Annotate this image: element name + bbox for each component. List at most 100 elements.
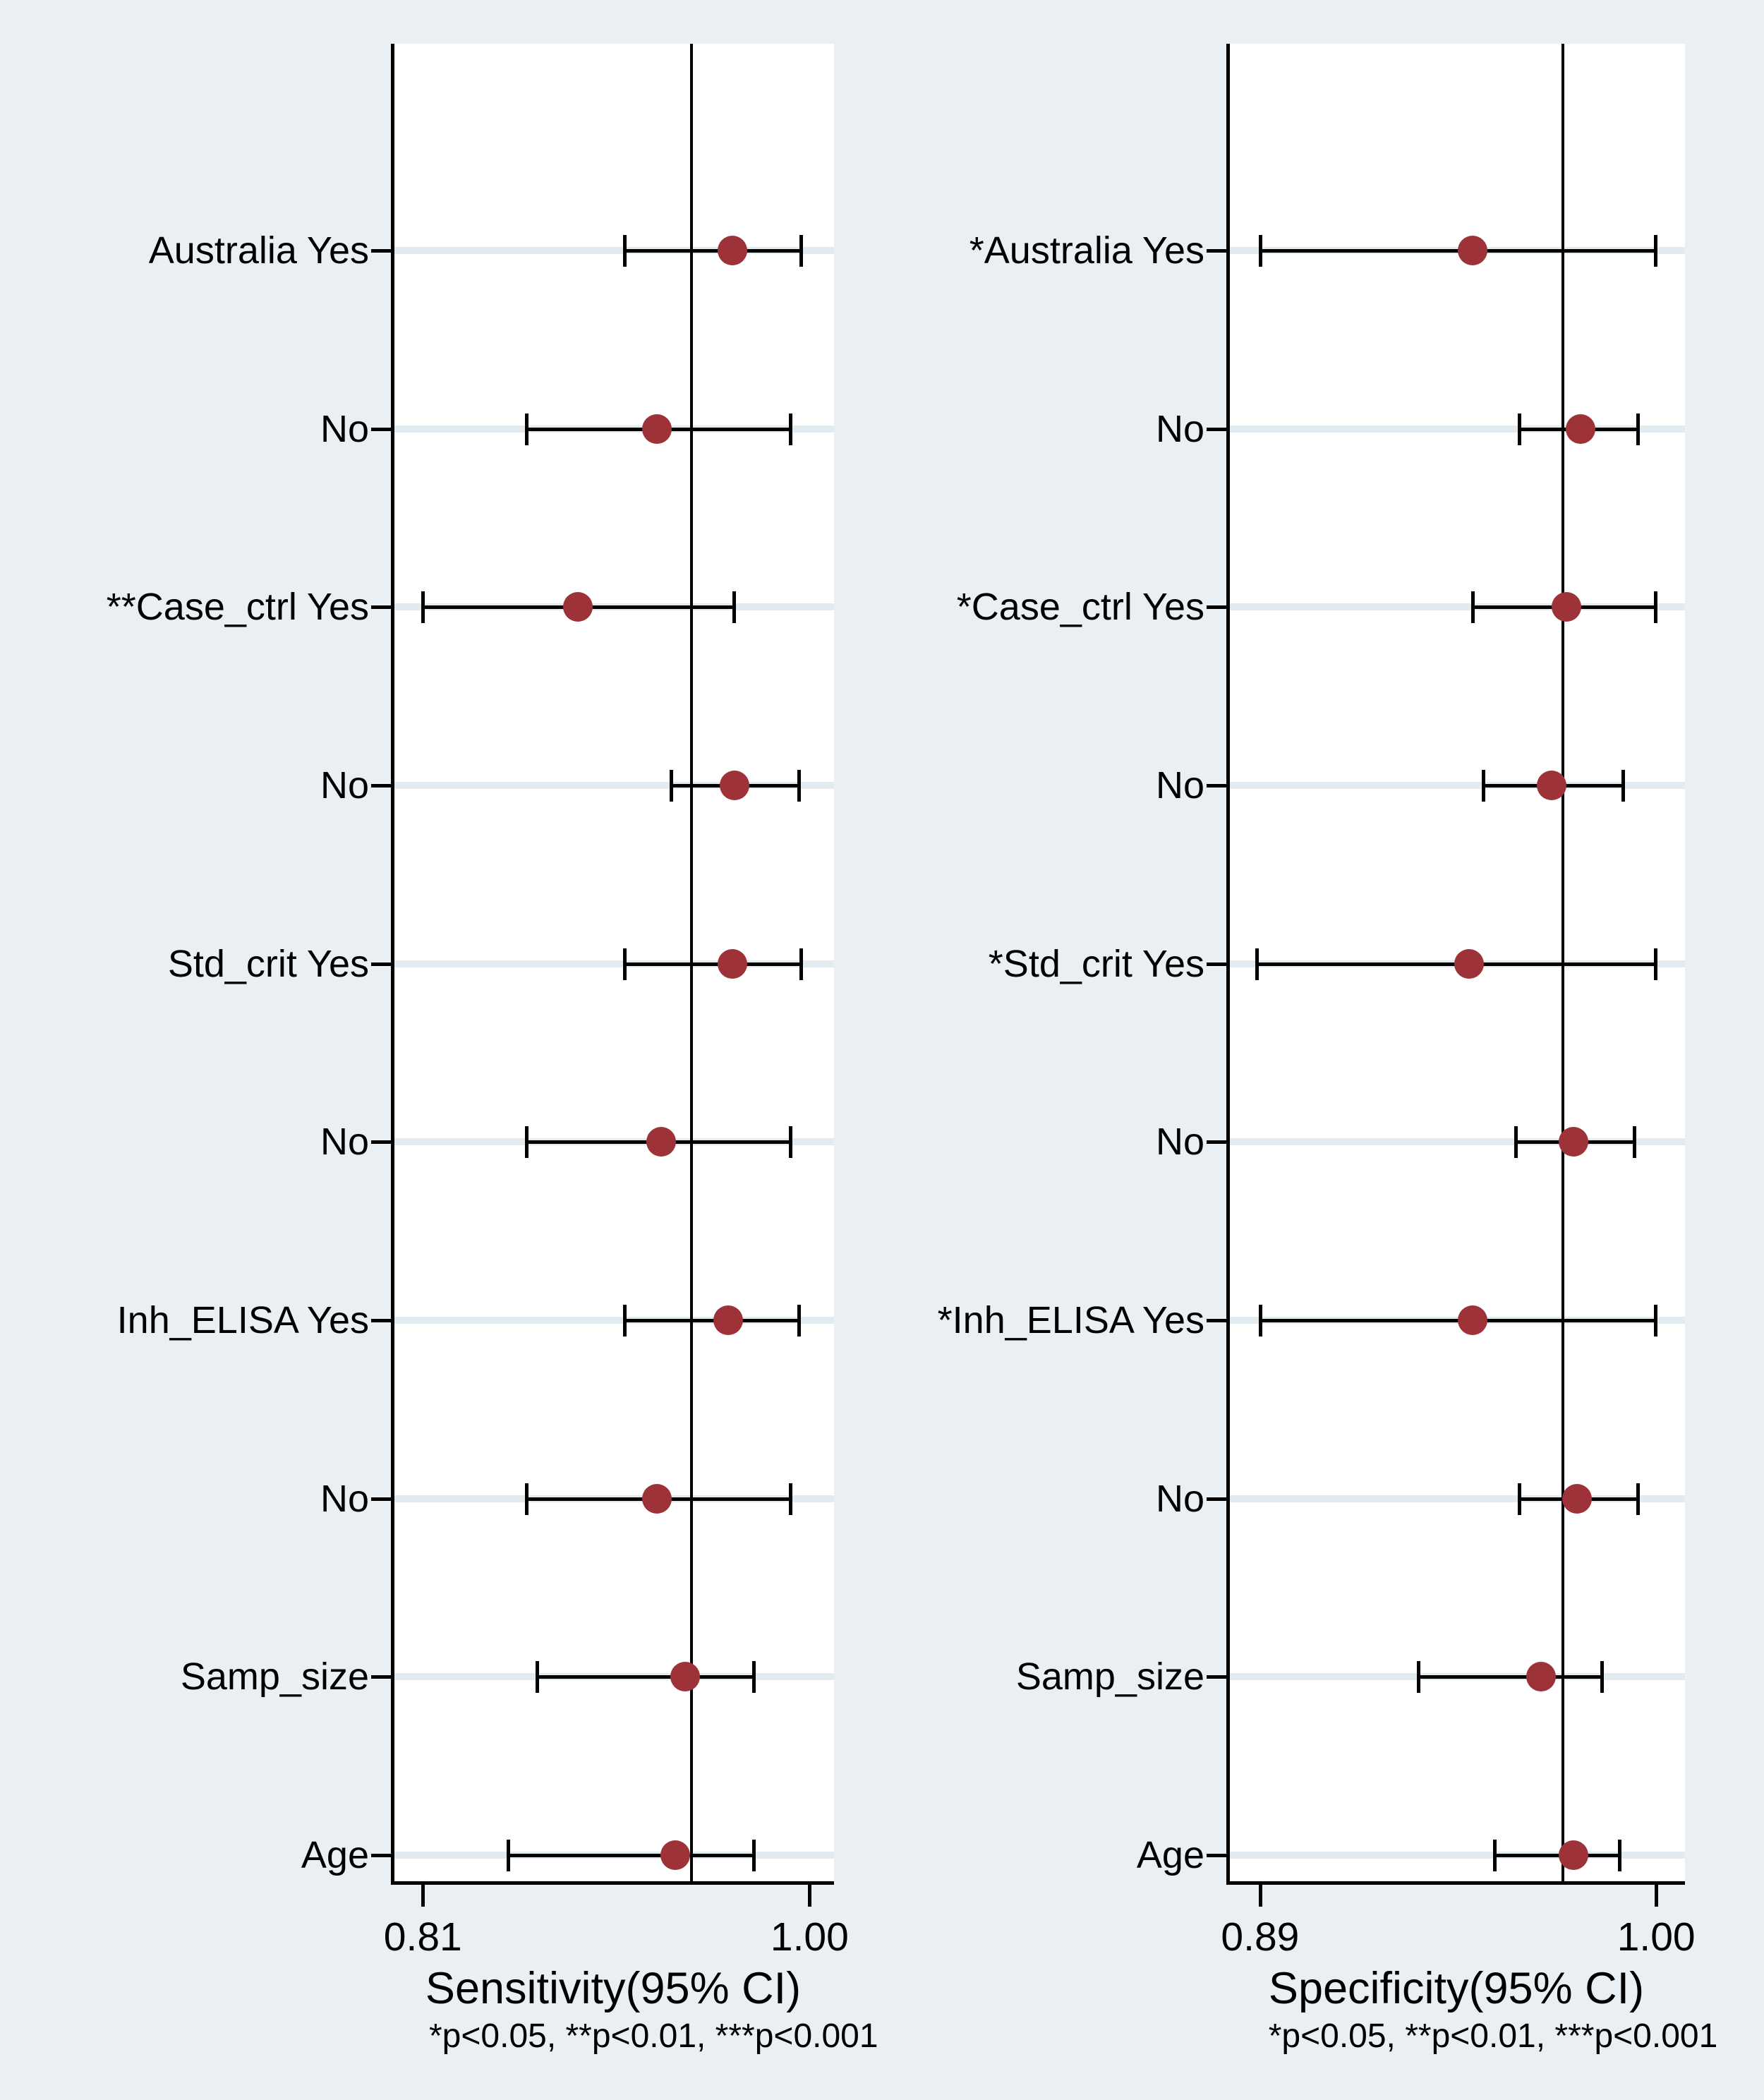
- x-axis-tick: [808, 1884, 812, 1907]
- ci-whisker: [624, 249, 802, 253]
- estimate-marker: [642, 414, 672, 444]
- estimate-marker: [1457, 236, 1487, 265]
- ci-cap-high: [1600, 1661, 1604, 1694]
- estimate-marker: [1454, 948, 1484, 979]
- x-tick-label: 1.00: [1617, 1914, 1696, 1960]
- y-axis-tick: [371, 962, 392, 966]
- estimate-marker: [717, 948, 747, 979]
- y-axis-tick: [371, 1675, 392, 1679]
- row-label: No: [320, 764, 369, 807]
- x-tick-label: 1.00: [770, 1914, 849, 1960]
- y-axis-tick: [1207, 784, 1228, 788]
- ci-cap-low: [507, 1840, 511, 1872]
- ci-cap-low: [1258, 235, 1262, 267]
- y-axis-tick: [371, 605, 392, 610]
- y-axis-tick: [371, 1854, 392, 1858]
- ci-cap-high: [789, 1483, 793, 1515]
- ci-cap-low: [622, 235, 627, 267]
- row-gridline: [1228, 782, 1685, 789]
- ci-cap-high: [1654, 591, 1658, 624]
- row-label: Samp_size: [1015, 1655, 1204, 1698]
- y-axis-tick: [1207, 249, 1228, 253]
- row-label: No: [1155, 1121, 1204, 1164]
- y-axis-tick: [1207, 427, 1228, 431]
- x-axis-line: [1226, 1881, 1685, 1885]
- ci-cap-low: [1514, 1126, 1518, 1159]
- ci-cap-low: [1255, 948, 1259, 980]
- estimate-marker: [642, 1483, 672, 1514]
- row-label: **Case_ctrl Yes: [106, 586, 369, 629]
- row-label: *Inh_ELISA Yes: [937, 1299, 1204, 1342]
- estimate-marker: [713, 1305, 743, 1336]
- estimate-marker: [1457, 1305, 1487, 1336]
- row-label: No: [320, 1477, 369, 1520]
- y-axis-tick: [1207, 1497, 1228, 1501]
- ci-cap-low: [1470, 591, 1475, 624]
- x-axis-line: [391, 1881, 834, 1885]
- specificity-axis-title: Specificity(95% CI): [1268, 1964, 1645, 2013]
- sensitivity-footnote: *p<0.05, **p<0.01, ***p<0.001: [429, 2017, 878, 2055]
- row-gridline: [392, 1317, 834, 1324]
- ci-cap-high: [789, 413, 793, 445]
- row-label: Std_crit Yes: [167, 942, 369, 985]
- row-gridline: [1228, 425, 1685, 433]
- ci-cap-high: [752, 1840, 756, 1872]
- row-label: Age: [301, 1834, 369, 1877]
- ci-whisker: [536, 1675, 755, 1679]
- y-axis-tick: [371, 427, 392, 431]
- x-axis-tick: [1655, 1884, 1659, 1907]
- row-gridline: [392, 960, 834, 967]
- ci-cap-high: [1636, 413, 1640, 445]
- x-axis-tick: [421, 1884, 425, 1907]
- ci-cap-low: [1492, 1840, 1497, 1872]
- y-axis-tick: [1207, 1319, 1228, 1323]
- estimate-marker: [1526, 1662, 1556, 1692]
- estimate-marker: [1558, 1840, 1588, 1871]
- row-label: Inh_ELISA Yes: [116, 1299, 369, 1342]
- row-label: *Std_crit Yes: [988, 942, 1204, 985]
- ci-cap-high: [789, 1126, 793, 1159]
- row-gridline: [392, 247, 834, 254]
- ci-whisker: [1418, 1675, 1602, 1679]
- estimate-marker: [719, 771, 749, 800]
- estimate-marker: [660, 1840, 690, 1871]
- y-axis-tick: [1207, 1854, 1228, 1858]
- ci-cap-low: [535, 1661, 539, 1694]
- ci-cap-low: [670, 770, 674, 802]
- estimate-marker: [1558, 1127, 1588, 1157]
- ci-cap-high: [1654, 948, 1658, 980]
- ci-cap-high: [797, 1305, 801, 1337]
- row-gridline: [1228, 1852, 1685, 1859]
- ci-cap-low: [525, 1483, 529, 1515]
- estimate-marker: [717, 236, 747, 265]
- ci-cap-high: [1654, 235, 1658, 267]
- x-axis-tick: [1258, 1884, 1262, 1907]
- y-axis-tick: [1207, 1140, 1228, 1145]
- ci-whisker: [624, 962, 802, 966]
- ci-cap-high: [1632, 1126, 1636, 1159]
- row-label: No: [1155, 407, 1204, 450]
- ci-whisker: [624, 1319, 799, 1323]
- y-axis-tick: [1207, 962, 1228, 966]
- y-axis-tick: [371, 1140, 392, 1145]
- row-gridline: [1228, 1138, 1685, 1146]
- row-label: Age: [1136, 1834, 1204, 1877]
- row-gridline: [1228, 1495, 1685, 1502]
- estimate-marker: [562, 592, 593, 622]
- row-label: Australia Yes: [148, 229, 369, 272]
- x-tick-label: 0.89: [1221, 1914, 1300, 1960]
- estimate-marker: [1537, 771, 1567, 800]
- row-label: Samp_size: [180, 1655, 369, 1698]
- ci-cap-low: [421, 591, 425, 624]
- ci-cap-high: [1618, 1840, 1622, 1872]
- sensitivity-axis-title: Sensitivity(95% CI): [425, 1964, 802, 2013]
- specificity-footnote: *p<0.05, **p<0.01, ***p<0.001: [1268, 2017, 1718, 2055]
- ci-cap-high: [799, 235, 803, 267]
- row-label: No: [1155, 1477, 1204, 1520]
- y-axis-line: [391, 44, 394, 1885]
- y-axis-tick: [371, 249, 392, 253]
- ci-whisker: [1494, 1854, 1621, 1858]
- estimate-marker: [1561, 1483, 1592, 1514]
- ci-cap-high: [1621, 770, 1626, 802]
